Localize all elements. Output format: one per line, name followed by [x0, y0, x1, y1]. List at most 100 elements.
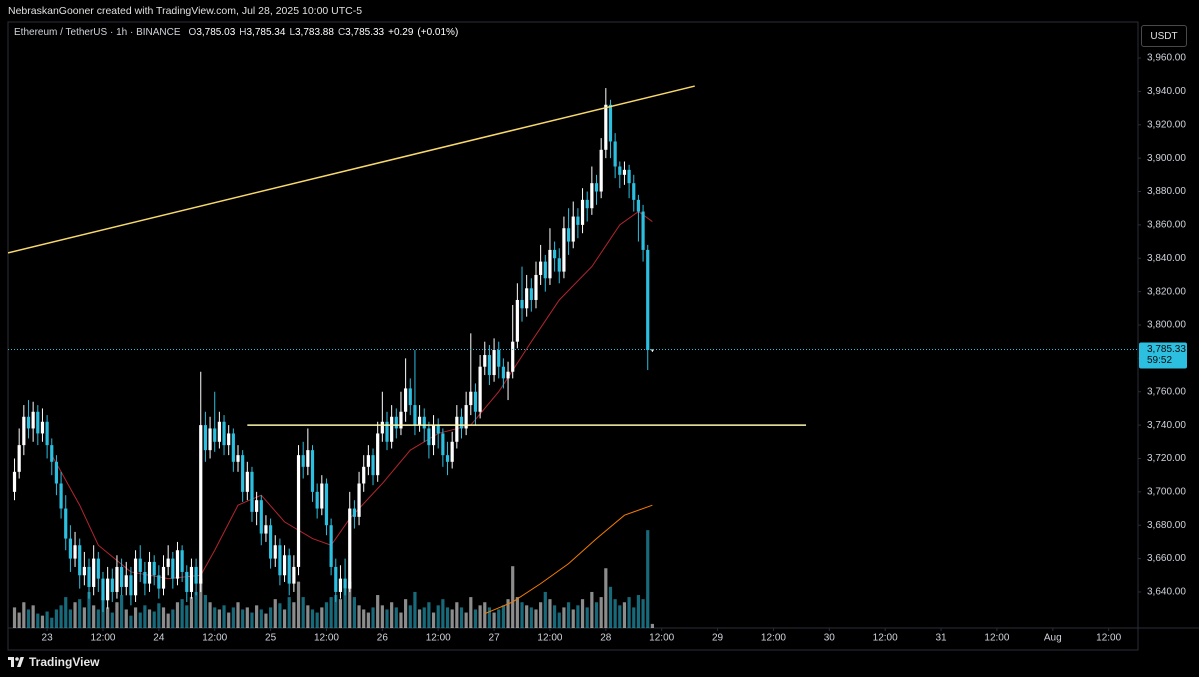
candle-body	[506, 371, 510, 379]
volume-bar	[245, 607, 249, 628]
candle-body	[501, 366, 505, 379]
candle-body	[152, 561, 156, 576]
x-tick-label: 31	[935, 633, 947, 644]
candle-body	[231, 433, 235, 462]
candle-body	[278, 545, 282, 576]
y-tick-label: 3,740.00	[1147, 420, 1186, 431]
y-tick-label: 3,700.00	[1147, 486, 1186, 497]
candle-body	[273, 545, 277, 559]
candle-body	[622, 169, 627, 175]
candle-body	[431, 425, 436, 446]
x-tick-label: 12:00	[1096, 633, 1121, 644]
volume-bar	[534, 609, 538, 628]
volume-bar	[408, 605, 412, 628]
candle-body	[143, 571, 147, 584]
candle-body	[120, 566, 124, 587]
volume-bar	[175, 602, 180, 628]
volume-bar	[497, 609, 501, 628]
candle-body	[129, 575, 133, 596]
volume-bar	[343, 588, 347, 628]
candle-body	[222, 421, 226, 446]
change-pct: (+0.01%)	[417, 27, 459, 38]
volume-bar	[622, 602, 627, 628]
candle-body	[203, 425, 208, 451]
ohlc-key: C	[337, 27, 346, 38]
candle-body	[362, 466, 366, 484]
candle-body	[464, 405, 468, 429]
x-tick-label: Aug	[1044, 633, 1062, 644]
candle-body	[357, 483, 361, 517]
volume-bar	[618, 605, 622, 628]
ohlc-legend: Ethereum / TetherUS · 1h · BINANCE O 3,78…	[14, 27, 462, 38]
candle-body	[73, 545, 77, 559]
candle-body	[320, 483, 324, 509]
candle-body	[646, 249, 650, 351]
volume-bar	[282, 609, 287, 628]
volume-bar	[310, 609, 315, 628]
candle-body	[87, 566, 91, 587]
volume-bar	[525, 605, 529, 628]
candle-body	[399, 411, 403, 429]
candle-body	[520, 299, 524, 309]
volume-bar	[520, 602, 524, 628]
candle-body	[441, 433, 445, 456]
candle-body	[576, 216, 580, 225]
volume-bar	[450, 609, 454, 628]
volume-bar	[404, 599, 408, 628]
candle-body	[268, 525, 273, 559]
volume-bar	[180, 599, 184, 628]
volume-bar	[40, 615, 45, 628]
x-tick-label: 26	[377, 633, 389, 644]
candle-body	[264, 525, 268, 534]
y-tick-label: 3,680.00	[1147, 520, 1186, 531]
volume-bar	[22, 602, 26, 628]
candle-body	[566, 228, 571, 242]
volume-bar	[334, 595, 338, 628]
candle-body	[241, 455, 245, 492]
volume-bar	[376, 595, 380, 628]
candle-body	[599, 149, 603, 192]
x-tick-label: 12:00	[873, 633, 898, 644]
candle-body	[548, 249, 552, 279]
volume-bar	[287, 597, 291, 628]
candle-body	[413, 405, 417, 426]
candle-body	[422, 416, 426, 429]
brand-logo	[8, 657, 24, 667]
volume-bar	[26, 609, 31, 628]
volume-bar	[348, 581, 352, 628]
moving-average	[51, 210, 653, 580]
volume-bar	[50, 617, 54, 628]
candle-body	[390, 416, 394, 442]
x-tick-label: 12:00	[426, 633, 451, 644]
volume-bar	[278, 603, 282, 628]
volume-bar	[68, 609, 72, 628]
ohlc-value: 3,783.88	[295, 27, 334, 38]
volume-bar	[548, 599, 552, 628]
candle-body	[310, 450, 315, 492]
volume-bar	[217, 609, 221, 628]
x-tick-label: 30	[824, 633, 836, 644]
volume-bar	[459, 607, 464, 628]
candle-body	[124, 575, 128, 587]
volume-bar	[73, 602, 77, 628]
volume-bar	[557, 612, 561, 628]
candle-body	[59, 483, 63, 509]
candle-body	[529, 288, 533, 300]
candle-body	[371, 455, 375, 476]
x-tick-label: 28	[600, 633, 612, 644]
candle-body	[250, 471, 254, 512]
x-tick-label: 12:00	[761, 633, 786, 644]
last-price-box	[1139, 342, 1187, 369]
volume-bar	[106, 607, 110, 628]
y-tick-label: 3,940.00	[1147, 86, 1186, 97]
candle-body	[40, 421, 45, 434]
candle-body	[557, 258, 561, 272]
y-tick-label: 3,960.00	[1147, 53, 1186, 64]
volume-bar	[483, 602, 487, 628]
candle-body	[613, 141, 617, 167]
candle-body	[78, 545, 82, 576]
candle-body	[641, 211, 645, 250]
currency-button[interactable]: USDT	[1141, 25, 1187, 47]
candle-body	[236, 455, 240, 462]
volume-bar	[599, 597, 603, 628]
